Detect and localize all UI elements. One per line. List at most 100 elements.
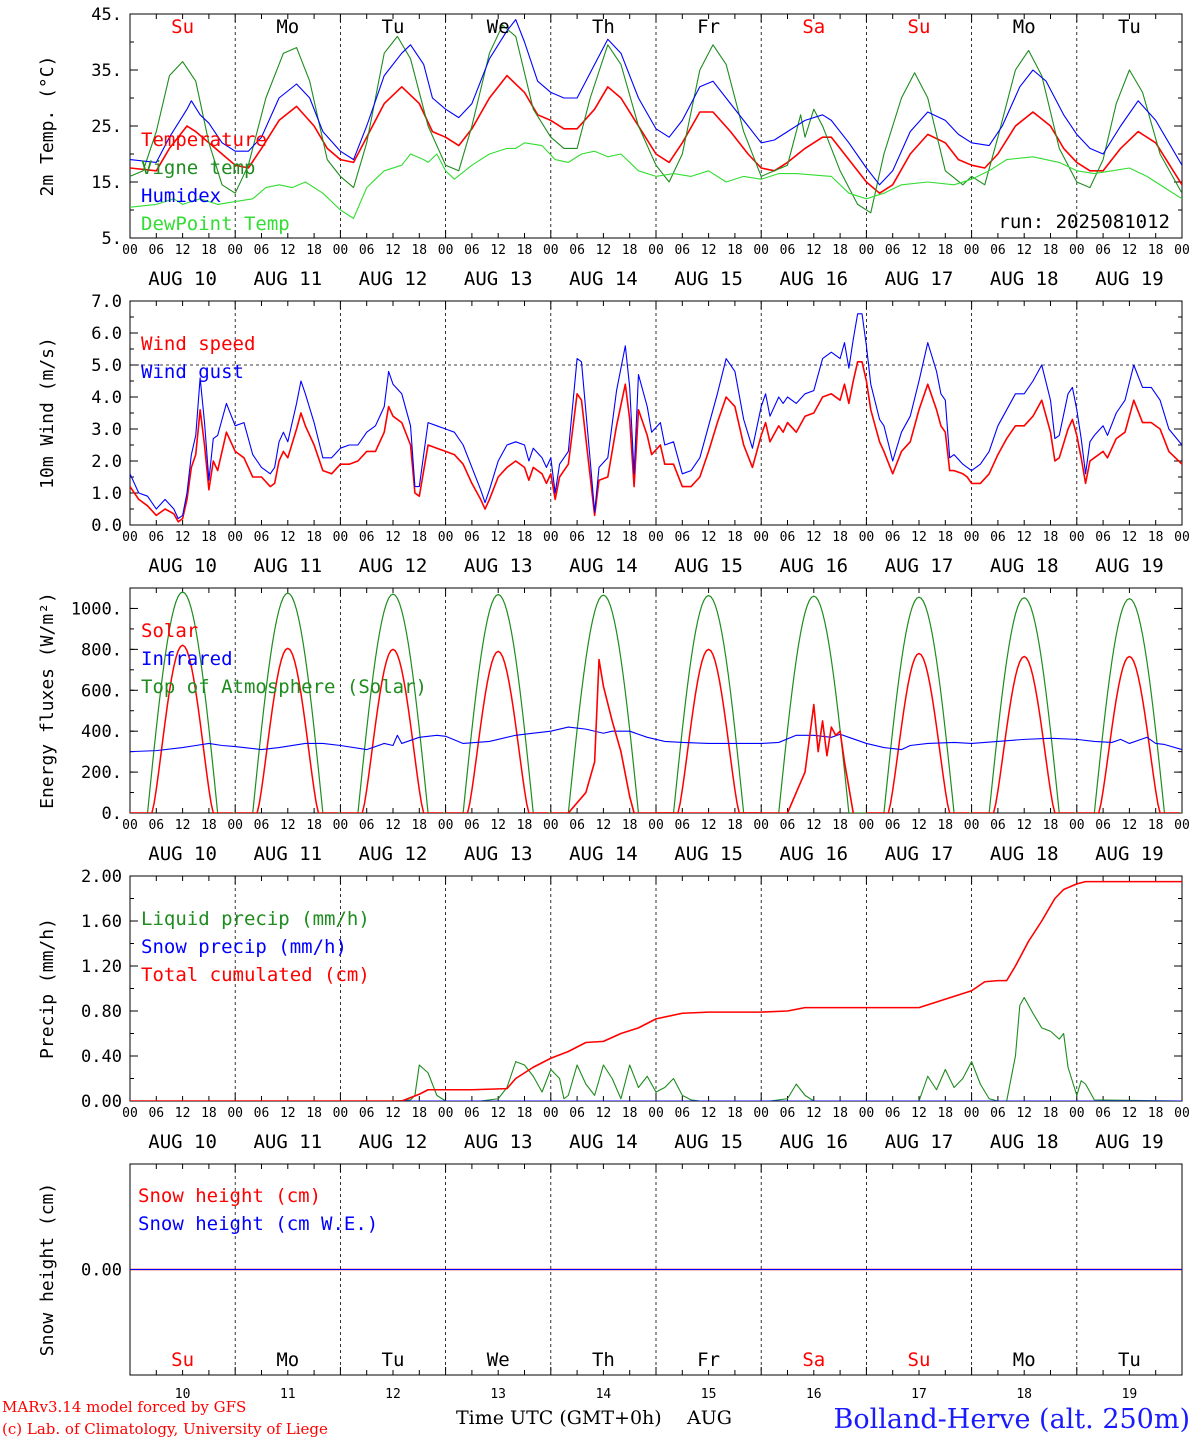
date-label: AUG 19 (1095, 843, 1164, 865)
y-axis-label: Snow height (cm) (37, 1183, 58, 1356)
hour-label: 06 (780, 530, 796, 545)
hour-label: 06 (254, 530, 270, 545)
day-number: 14 (596, 1387, 612, 1402)
hour-label: 06 (885, 243, 901, 258)
hour-label: 12 (1122, 1106, 1138, 1121)
series-line-liquid-precip-mm-h- (130, 996, 1182, 1101)
date-label: AUG 18 (990, 555, 1059, 577)
hour-label: 06 (569, 243, 585, 258)
date-label: AUG 14 (569, 1131, 638, 1153)
hour-label: 06 (148, 818, 164, 833)
hour-label: 06 (464, 530, 480, 545)
hour-label: 06 (148, 530, 164, 545)
hour-label: 00 (333, 530, 349, 545)
hour-label: 12 (911, 818, 927, 833)
month-label: AUG (686, 1407, 732, 1429)
day-number: 18 (1016, 1387, 1032, 1402)
solar-line (445, 650, 549, 813)
date-label: AUG 18 (990, 268, 1059, 290)
series-group (130, 19, 1182, 219)
hour-label: 18 (201, 243, 217, 258)
hour-label: 18 (411, 243, 427, 258)
hour-label: 18 (832, 243, 848, 258)
hour-label: 18 (517, 243, 533, 258)
hour-label: 00 (964, 243, 980, 258)
legend-entry: Snow height (cm) (138, 1185, 321, 1207)
hour-label: 18 (727, 243, 743, 258)
hour-label: 00 (227, 818, 243, 833)
hour-label: 00 (753, 530, 769, 545)
hour-label: 18 (1148, 818, 1164, 833)
chart-panels: 5. 15. 25. 35. 45. 2m Temp. (°C) Temperature Vi… (37, 5, 1190, 1402)
plot-frame (129, 300, 1183, 526)
hour-label: 00 (227, 1106, 243, 1121)
date-label: AUG 16 (779, 268, 848, 290)
legend-entry: Vigne temp (141, 157, 255, 179)
day-number: 10 (175, 1387, 191, 1402)
solar-line (971, 655, 1075, 813)
series-line-vigne-temp (130, 24, 1182, 214)
series-line-wind-gust (130, 313, 1182, 520)
hour-label: 00 (122, 530, 138, 545)
hour-label: 06 (359, 243, 375, 258)
hour-label: 06 (1095, 243, 1111, 258)
solar-line (235, 647, 339, 813)
weekday-label: Mo (276, 1349, 299, 1371)
hour-label: 12 (806, 243, 822, 258)
hour-label: 12 (385, 1106, 401, 1121)
hour-label: 00 (859, 1106, 875, 1121)
hour-label: 12 (1122, 818, 1138, 833)
y-tick-label: 0.00 (81, 1261, 122, 1281)
hour-label: 18 (201, 818, 217, 833)
y-tick-label: 0.40 (81, 1047, 122, 1067)
hour-label: 12 (1016, 818, 1032, 833)
y-tick-label: 35. (91, 61, 122, 81)
hour-label: 06 (464, 1106, 480, 1121)
hour-label: 06 (1095, 818, 1111, 833)
y-tick-label: 6.0 (91, 324, 122, 344)
weekday-label: Sa (802, 16, 825, 38)
date-label: AUG 17 (885, 555, 954, 577)
toa-solar-line (130, 591, 1182, 813)
hour-label: 18 (1148, 1106, 1164, 1121)
legend-entry: Solar (141, 620, 198, 642)
hour-label: 00 (227, 243, 243, 258)
legend-entry: Snow precip (mm/h) (141, 936, 347, 958)
hour-label: 06 (990, 243, 1006, 258)
y-tick-label: 1.0 (91, 484, 122, 504)
hour-label: 00 (333, 818, 349, 833)
weekday-label: Mo (1013, 16, 1036, 38)
hour-label: 12 (701, 243, 717, 258)
hour-label: 00 (648, 1106, 664, 1121)
hour-label: 00 (543, 243, 559, 258)
lab-credit: (c) Lab. of Climatology, University of L… (2, 1420, 328, 1438)
hour-label: 06 (674, 243, 690, 258)
solar-line (1076, 655, 1180, 813)
hour-label: 06 (885, 818, 901, 833)
hour-label: 00 (543, 818, 559, 833)
hour-label: 06 (674, 818, 690, 833)
hour-label: 18 (411, 530, 427, 545)
day-number: 16 (806, 1387, 822, 1402)
hour-label: 06 (780, 243, 796, 258)
hour-label: 00 (1174, 1106, 1190, 1121)
hour-label: 12 (1016, 530, 1032, 545)
date-label: AUG 11 (253, 555, 322, 577)
hour-label: 12 (911, 530, 927, 545)
hour-label: 18 (937, 818, 953, 833)
hour-label: 18 (201, 530, 217, 545)
date-label: AUG 17 (885, 843, 954, 865)
day-number: 13 (490, 1387, 506, 1402)
hour-label: 00 (859, 530, 875, 545)
hour-label: 00 (1069, 1106, 1085, 1121)
hour-label: 00 (1174, 243, 1190, 258)
hour-label: 00 (964, 1106, 980, 1121)
hour-label: 00 (438, 243, 454, 258)
hour-label: 12 (806, 530, 822, 545)
series-group (130, 313, 1182, 523)
weekday-label: Th (592, 16, 615, 38)
hour-label: 00 (543, 530, 559, 545)
panel-4: 0.00 0.40 0.80 1.20 1.60 2.00 Precip (mm/h) Liq… (37, 867, 1190, 1153)
footer: MARv3.14 model forced by GFS (c) Lab. of… (2, 1398, 1190, 1438)
y-tick-label: 1.20 (81, 957, 122, 977)
